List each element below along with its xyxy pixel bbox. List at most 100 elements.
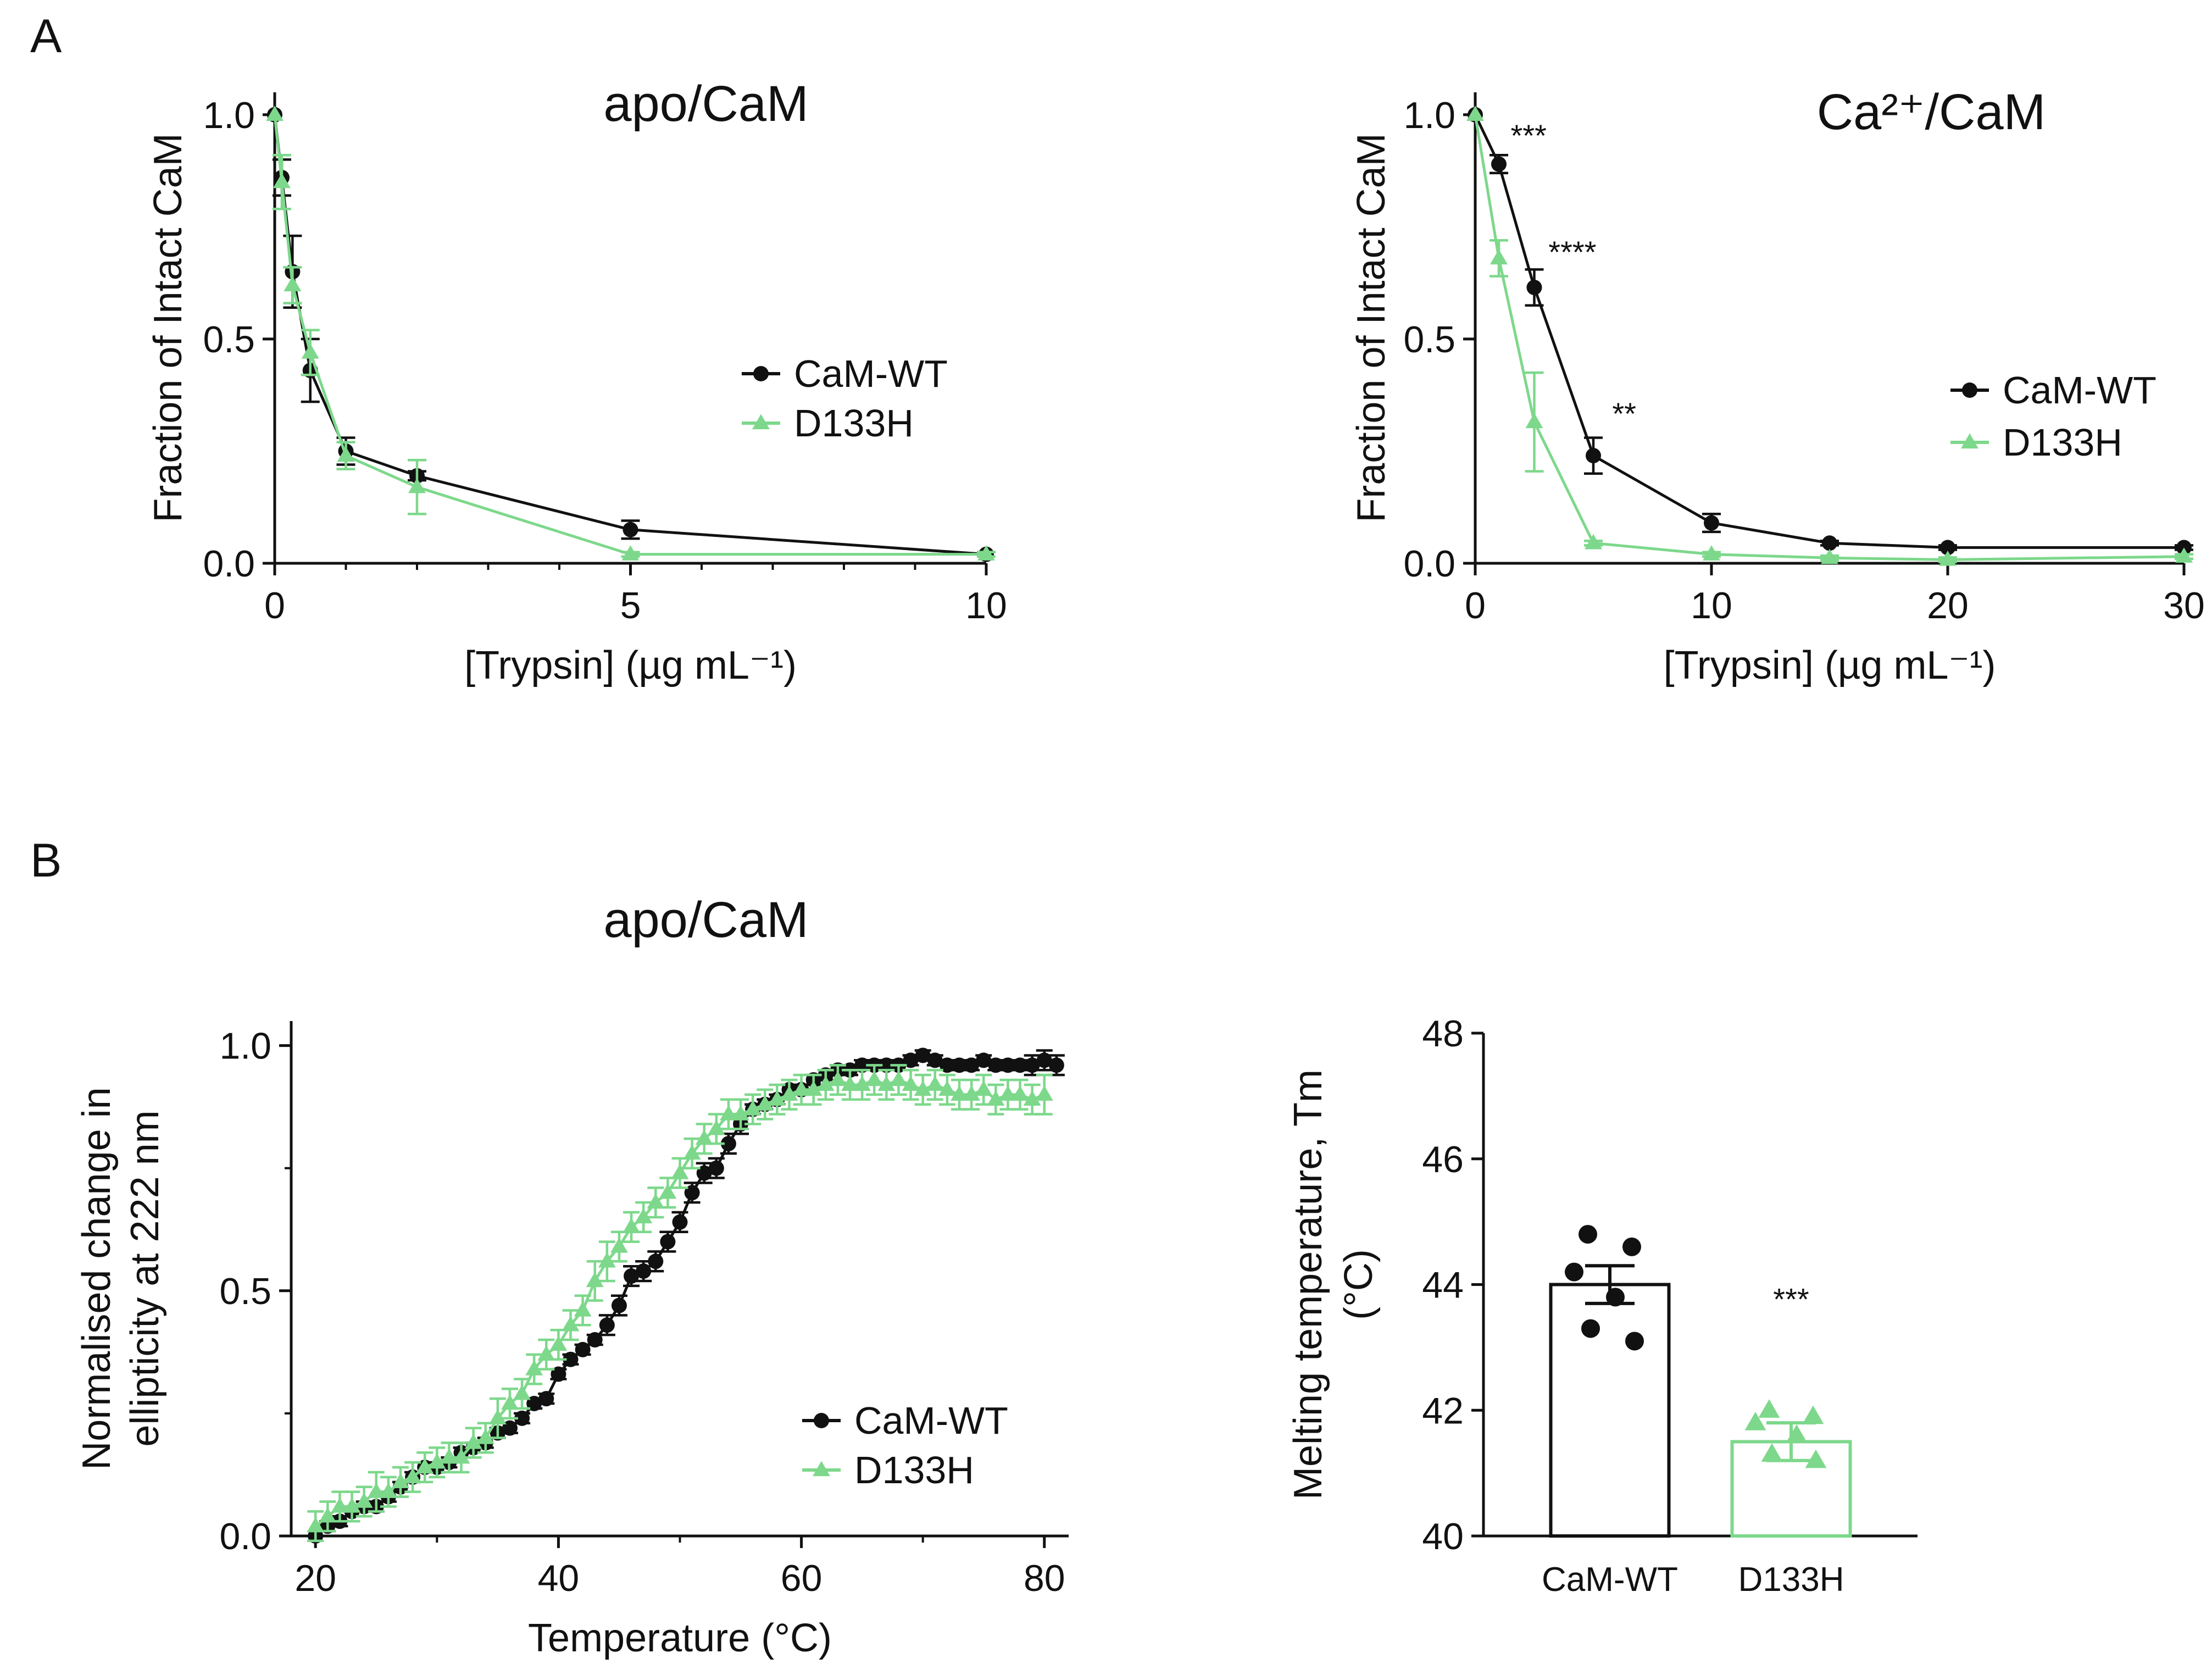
bar-group-cam-wt xyxy=(1549,1225,1671,1538)
data-point xyxy=(952,1057,968,1073)
data-point xyxy=(780,1085,798,1101)
data-point xyxy=(1048,1057,1064,1073)
data-point xyxy=(284,276,302,292)
x-axis-label: [Trypsin] (µg mL⁻¹) xyxy=(464,644,797,687)
significance-annotation: *** xyxy=(1511,118,1547,153)
chart-title: Ca²⁺/CaM xyxy=(1817,84,2046,140)
data-point xyxy=(660,1234,676,1250)
data-point xyxy=(707,1119,725,1135)
x-tick-label: 30 xyxy=(2163,585,2205,626)
chart-apo-cam-proteolysis: 0 5 10 0.0 0.5 1.0 apo/CaM [Trypsin] (µg mL⁻¹) F… xyxy=(146,76,1007,687)
data-point xyxy=(1585,534,1602,550)
data-point xyxy=(598,1252,616,1268)
data-point xyxy=(537,1345,555,1361)
data-point xyxy=(575,1341,591,1357)
x-tick-label: 10 xyxy=(965,585,1007,626)
y-tick-label: 1.0 xyxy=(219,1025,271,1067)
series-line xyxy=(1474,114,2184,549)
data-point xyxy=(1758,1399,1780,1418)
data-point xyxy=(648,1254,664,1269)
data-point xyxy=(914,1080,932,1096)
data-point xyxy=(988,1057,1004,1073)
data-point xyxy=(331,1497,349,1513)
data-point xyxy=(926,1075,944,1091)
y-axis-label: Normalised change in xyxy=(75,1087,119,1469)
x-axis-label: Temperature (°C) xyxy=(528,1616,832,1660)
y-tick-label: 46 xyxy=(1422,1139,1464,1180)
data-point xyxy=(1491,156,1507,172)
significance-annotation: *** xyxy=(1773,1282,1809,1316)
data-point xyxy=(1805,1449,1827,1468)
data-point xyxy=(266,106,284,121)
data-point xyxy=(756,1095,774,1111)
data-point xyxy=(1744,1412,1766,1430)
series-line xyxy=(1474,114,2185,561)
data-point xyxy=(976,1052,992,1068)
data-point xyxy=(452,1448,470,1464)
data-point xyxy=(938,1080,956,1096)
chart-apo-cam-thermal-melt: 20 40 60 80 0.0 0.5 1.0 apo/CaM Temperature (°C)… xyxy=(75,892,1069,1660)
data-point xyxy=(1466,106,1484,121)
y-tick-label: 0.0 xyxy=(1403,543,1455,585)
data-point xyxy=(977,545,995,561)
data-point xyxy=(963,1085,981,1101)
data-point xyxy=(1526,280,1542,296)
data-point xyxy=(624,1268,640,1284)
series-d133h xyxy=(1466,106,2193,566)
series-cam-wt xyxy=(267,107,996,562)
data-point xyxy=(549,1335,568,1351)
significance-annotation: **** xyxy=(1548,235,1596,269)
x-tick-label: 20 xyxy=(1927,585,1969,626)
data-point xyxy=(829,1071,847,1086)
data-point xyxy=(671,1164,689,1179)
chart-title: apo/CaM xyxy=(603,892,808,948)
data-point xyxy=(672,1214,688,1230)
y-tick-label: 0.0 xyxy=(203,543,255,585)
data-point xyxy=(1579,1225,1597,1244)
y-tick-label: 40 xyxy=(1422,1516,1464,1557)
legend-label: D133H xyxy=(2003,421,2122,464)
data-point xyxy=(301,343,319,359)
y-tick-label: 1.0 xyxy=(1403,95,1455,136)
data-point xyxy=(525,1360,543,1376)
legend-marker xyxy=(814,1413,829,1428)
data-point xyxy=(379,1483,397,1498)
data-point xyxy=(476,1429,494,1444)
legend-marker xyxy=(753,366,769,381)
data-point xyxy=(1625,1332,1644,1351)
data-point xyxy=(355,1493,373,1508)
data-point xyxy=(1704,515,1719,531)
panel-label-b: B xyxy=(30,834,62,887)
bar-group-d133h xyxy=(1730,1399,1852,1538)
legend-marker xyxy=(752,414,770,430)
y-axis-label: ellipticity at 222 nm xyxy=(123,1110,167,1446)
data-point xyxy=(488,1409,507,1425)
x-tick-label: 5 xyxy=(620,585,641,626)
data-point xyxy=(599,1317,615,1333)
x-tick-label: 0 xyxy=(1465,585,1486,626)
data-point xyxy=(1786,1424,1808,1443)
data-point xyxy=(792,1080,810,1096)
significance-annotation: ** xyxy=(1612,396,1636,431)
data-point xyxy=(1622,1237,1641,1256)
data-point xyxy=(853,1075,871,1091)
y-axis-label: (°C) xyxy=(1337,1249,1381,1320)
x-tick-label: 20 xyxy=(294,1557,336,1599)
data-point xyxy=(586,1272,604,1288)
data-point xyxy=(367,1483,385,1498)
panel-label-a: A xyxy=(30,10,62,63)
data-point xyxy=(538,1391,554,1407)
data-point xyxy=(574,1301,592,1317)
data-point xyxy=(392,1473,409,1489)
data-point xyxy=(416,1458,434,1474)
chart-title: apo/CaM xyxy=(603,76,808,132)
data-point xyxy=(623,1218,641,1233)
data-point xyxy=(915,1047,931,1063)
series-d133h xyxy=(307,1064,1053,1543)
data-point xyxy=(621,545,640,561)
data-point xyxy=(903,1052,919,1068)
chart-ca-cam-proteolysis: 0 10 20 30 0.0 0.5 1.0 Ca²⁺/CaM [Trypsin] (µg mL… xyxy=(1349,84,2205,687)
series-cam-wt xyxy=(1468,107,2193,556)
data-point xyxy=(804,1080,822,1096)
data-point xyxy=(563,1351,579,1367)
